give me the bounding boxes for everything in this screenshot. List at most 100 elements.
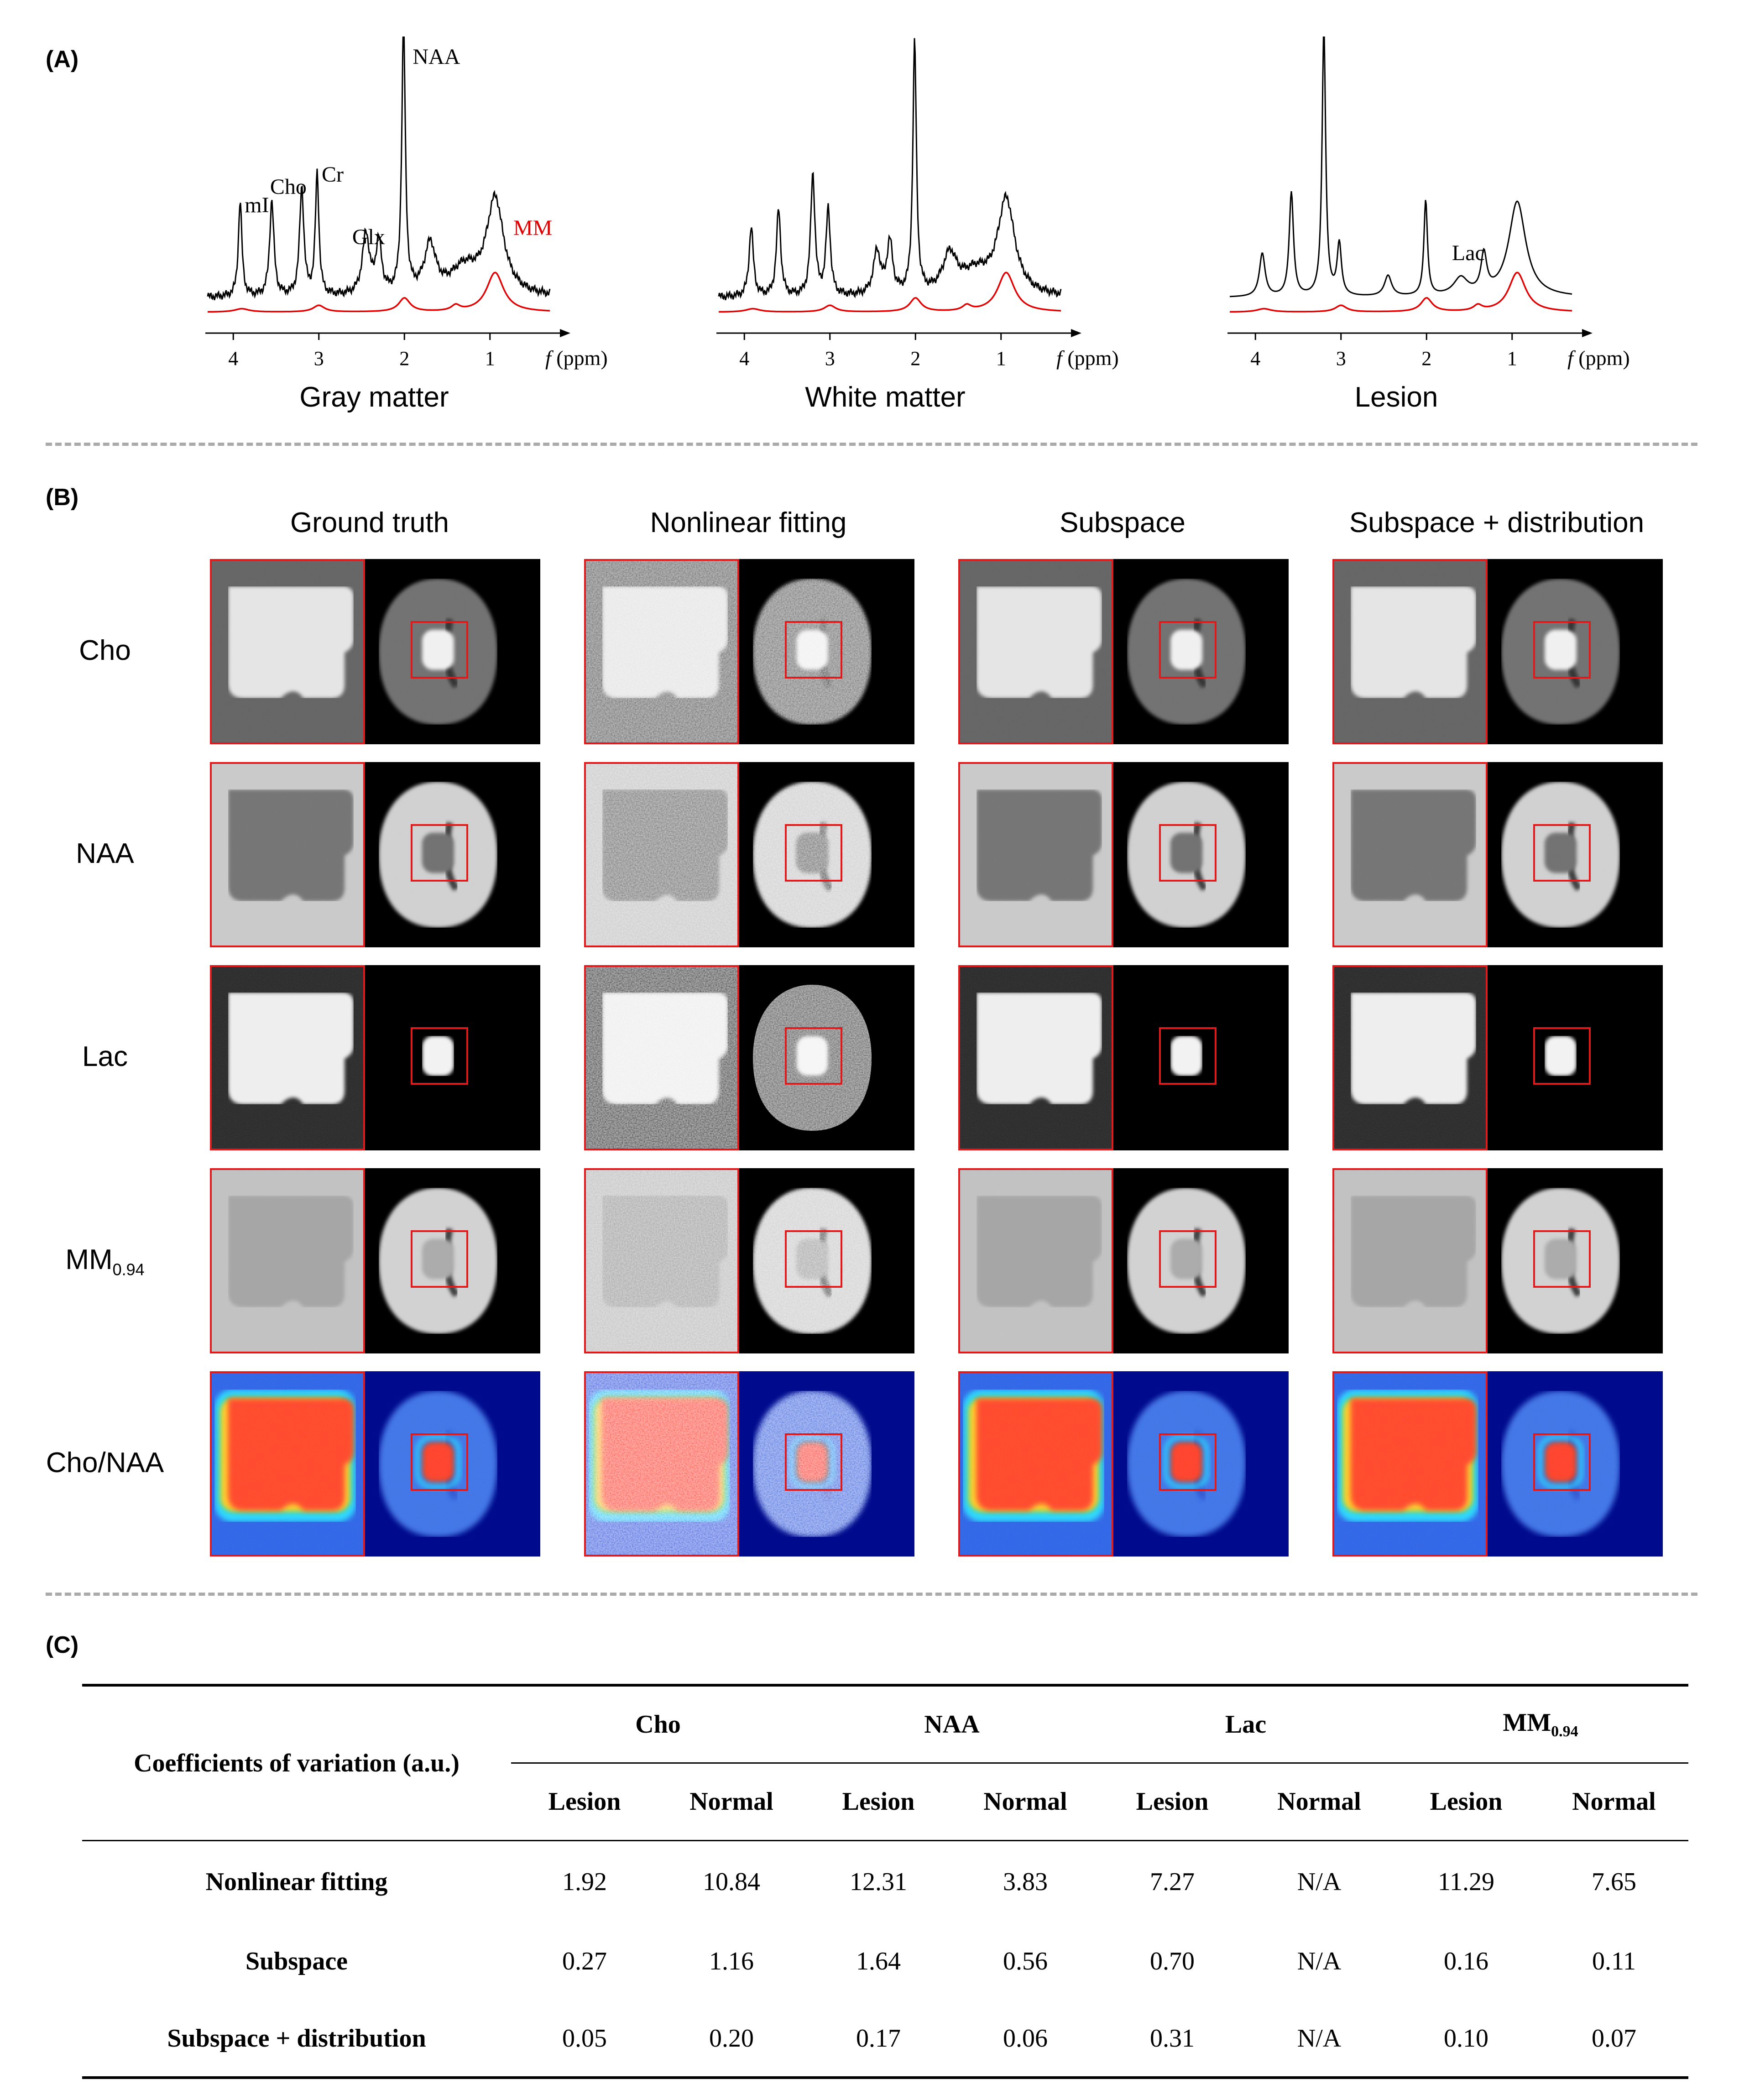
zoom-inset bbox=[958, 1371, 1113, 1557]
map-tile-r2-c0 bbox=[210, 965, 540, 1150]
mm-curve bbox=[719, 272, 1061, 313]
roi-box bbox=[785, 1027, 842, 1085]
x-tick-label: 2 bbox=[399, 347, 409, 370]
brain-map bbox=[1127, 782, 1246, 928]
table-corner-header: Coefficients of variation (a.u.) bbox=[82, 1684, 511, 1840]
table-cell: 12.31 bbox=[805, 1839, 952, 1922]
table-cell: 0.16 bbox=[1444, 1947, 1488, 1975]
roi-box bbox=[1159, 1433, 1217, 1491]
zoom-lesion bbox=[228, 789, 354, 901]
subheader-lac-lesion: Lesion bbox=[1099, 1762, 1246, 1840]
brain-map bbox=[1501, 1188, 1620, 1334]
spectra-figure: 4 3 2 1 f (ppm) NAA Cho Cr mI Glx MM 4 3 2 1 f (ppm) 4 3 2… bbox=[205, 37, 1630, 370]
table-cell: 10.84 bbox=[658, 1839, 805, 1922]
peak-annotation: NAA bbox=[413, 45, 460, 69]
row-label-mm-sub: 0.94 bbox=[112, 1260, 145, 1279]
table-cell: 3.83 bbox=[952, 1839, 1099, 1922]
zoom-frame bbox=[584, 762, 739, 947]
lesion bbox=[1170, 1442, 1202, 1482]
table-cell: 7.27 bbox=[1099, 1839, 1246, 1922]
lesion bbox=[796, 1036, 828, 1076]
lesion bbox=[1170, 1239, 1202, 1279]
zoom-lesion bbox=[977, 993, 1102, 1104]
lesion-halo bbox=[1164, 1436, 1209, 1489]
zoom-lesion bbox=[977, 789, 1102, 901]
row-label-mm: MM0.94 bbox=[23, 1243, 187, 1279]
lesion bbox=[1170, 833, 1202, 873]
lesion bbox=[796, 833, 828, 873]
lesion-halo bbox=[416, 1436, 460, 1489]
subheader-cho-lesion: Lesion bbox=[511, 1762, 658, 1840]
lesion bbox=[1170, 1036, 1202, 1076]
lesion bbox=[1545, 833, 1577, 873]
map-tile-r2-c1 bbox=[584, 965, 914, 1150]
brain-map bbox=[379, 1391, 497, 1537]
zoom-frame bbox=[210, 1168, 365, 1353]
zoom-lesion bbox=[1351, 586, 1476, 698]
dashed-divider-2 bbox=[46, 1593, 1697, 1596]
peak-annotation: Cho bbox=[270, 175, 307, 199]
zoom-frame bbox=[1332, 762, 1488, 947]
zoom-inset bbox=[210, 762, 365, 947]
table-cell: 0.05 bbox=[511, 2000, 658, 2079]
x-tick-label: 3 bbox=[314, 347, 324, 370]
brain-map bbox=[753, 1391, 872, 1537]
zoom-lesion bbox=[1351, 1196, 1476, 1307]
zoom-frame bbox=[210, 559, 365, 744]
zoom-inset bbox=[584, 1371, 739, 1557]
map-tile-r1-c2 bbox=[958, 762, 1289, 947]
map-tile-r4-c3 bbox=[1332, 1371, 1663, 1557]
lesion bbox=[796, 1239, 828, 1279]
map-tile-r2-c3 bbox=[1332, 965, 1663, 1150]
zoom-inset bbox=[1332, 762, 1488, 947]
table-cell: 0.17 bbox=[805, 2000, 952, 2079]
subheader-naa-normal: Normal bbox=[952, 1762, 1099, 1840]
subheader-mm-normal: Normal bbox=[1540, 1762, 1688, 1840]
map-tile-r4-c2 bbox=[958, 1371, 1289, 1557]
subheader-cho-normal: Normal bbox=[658, 1762, 805, 1840]
zoom-lesion bbox=[977, 586, 1102, 698]
zoom-lesion bbox=[228, 1399, 354, 1510]
roi-box bbox=[785, 621, 842, 679]
zoom-lesion bbox=[602, 586, 728, 698]
roi-box bbox=[785, 1230, 842, 1288]
zoom-lesion bbox=[602, 1399, 728, 1510]
roi-box bbox=[1533, 1433, 1591, 1491]
brain-map bbox=[753, 1188, 872, 1334]
x-tick-label: 4 bbox=[1250, 347, 1260, 370]
roi-box bbox=[1533, 621, 1591, 679]
zoom-frame bbox=[210, 762, 365, 947]
x-tick-label: 2 bbox=[1421, 347, 1431, 370]
lesion bbox=[1170, 630, 1202, 670]
brain-map bbox=[1127, 579, 1246, 725]
table-cell: N/A bbox=[1246, 1839, 1393, 1922]
map-tile-r3-c2 bbox=[958, 1168, 1289, 1353]
roi-box bbox=[411, 1230, 468, 1288]
zoom-inset bbox=[584, 559, 739, 744]
table-cell: 1.92 bbox=[511, 1839, 658, 1922]
zoom-lesion bbox=[228, 993, 354, 1104]
lesion bbox=[1545, 1239, 1577, 1279]
map-tile-r3-c3 bbox=[1332, 1168, 1663, 1353]
group-header-mm-sub: 0.94 bbox=[1551, 1723, 1578, 1740]
roi-box bbox=[1159, 1027, 1217, 1085]
zoom-lesion bbox=[228, 586, 354, 698]
column-title-subspace-distribution: Subspace + distribution bbox=[1349, 507, 1645, 538]
zoom-inset bbox=[210, 559, 365, 744]
zoom-frame bbox=[1332, 965, 1488, 1150]
table-cell: 0.06 bbox=[952, 2000, 1099, 2079]
row-label-lac: Lac bbox=[82, 1041, 128, 1072]
zoom-inset bbox=[958, 559, 1113, 744]
zoom-frame bbox=[584, 559, 739, 744]
zoom-inset bbox=[958, 965, 1113, 1150]
zoom-inset bbox=[1332, 965, 1488, 1150]
row-label-naa: NAA bbox=[76, 838, 134, 869]
map-tile-r1-c0 bbox=[210, 762, 540, 947]
map-tile-r4-c1 bbox=[584, 1371, 914, 1557]
spectrum-title-lesion: Lesion bbox=[1354, 381, 1438, 413]
zoom-inset bbox=[958, 762, 1113, 947]
map-tile-r4-c0 bbox=[210, 1371, 540, 1557]
zoom-frame bbox=[210, 1371, 365, 1557]
row-label-cho-naa: Cho/NAA bbox=[46, 1447, 164, 1478]
zoom-inset bbox=[584, 762, 739, 947]
